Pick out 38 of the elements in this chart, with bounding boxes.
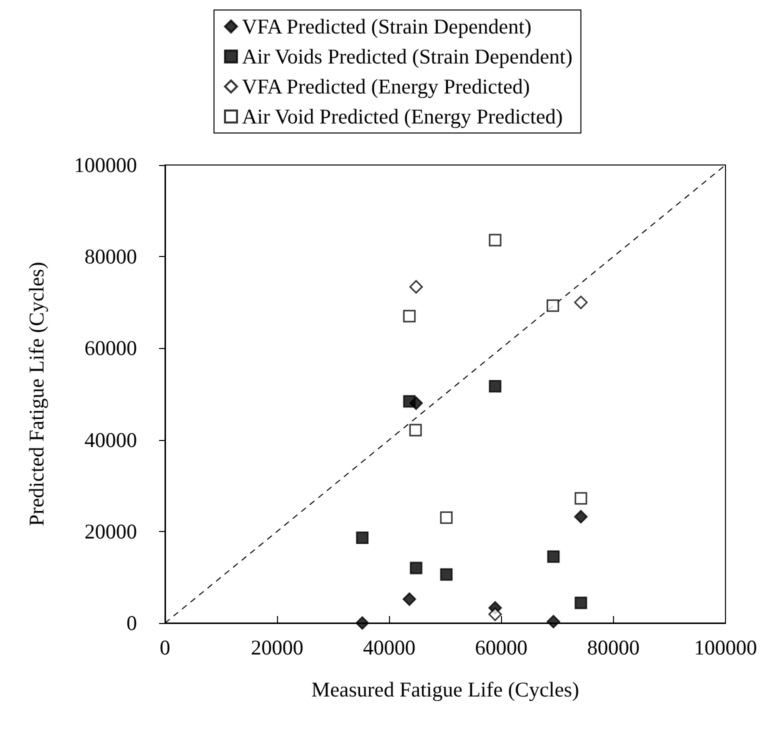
x-tick-label: 40000 (362, 636, 416, 660)
y-tick-label: 100000 (74, 153, 137, 177)
x-tick-label: 0 (160, 636, 170, 660)
x-tick-label: 80000 (587, 636, 640, 660)
point (488, 608, 502, 622)
point (410, 562, 422, 574)
legend-label: VFA Predicted (Strain Dependent) (242, 14, 532, 38)
legend-label: VFA Predicted (Energy Predicted) (242, 74, 530, 98)
y-tick-label: 0 (126, 611, 137, 635)
point (488, 234, 502, 246)
point (403, 310, 416, 322)
point (409, 424, 422, 436)
point (488, 380, 502, 392)
point (546, 299, 560, 312)
point (546, 614, 560, 628)
point (547, 550, 560, 563)
y-tick-label: 60000 (84, 336, 137, 360)
x-tick-label: 60000 (475, 636, 528, 660)
point (574, 510, 588, 524)
point (574, 596, 588, 610)
point (403, 395, 416, 408)
point (409, 280, 423, 294)
legend-label: Air Void Predicted (Energy Predicted) (242, 104, 563, 128)
x-tick-label: 20000 (250, 636, 304, 660)
x-tick-label: 100000 (694, 636, 757, 660)
point (574, 492, 588, 505)
legend-label: Air Voids Predicted (Strain Dependent) (242, 44, 572, 68)
y-axis-title: Predicted Fatigue Life (Cycles) (24, 262, 48, 526)
x-axis-title: Measured Fatigue Life (Cycles) (311, 678, 580, 702)
y-tick-label: 40000 (84, 428, 137, 452)
y-tick-label: 80000 (84, 244, 137, 269)
point (440, 568, 453, 581)
point (356, 532, 369, 544)
y-tick-label: 20000 (84, 519, 137, 544)
point (356, 616, 370, 630)
point (440, 511, 453, 524)
point (574, 296, 588, 310)
point (402, 592, 416, 606)
